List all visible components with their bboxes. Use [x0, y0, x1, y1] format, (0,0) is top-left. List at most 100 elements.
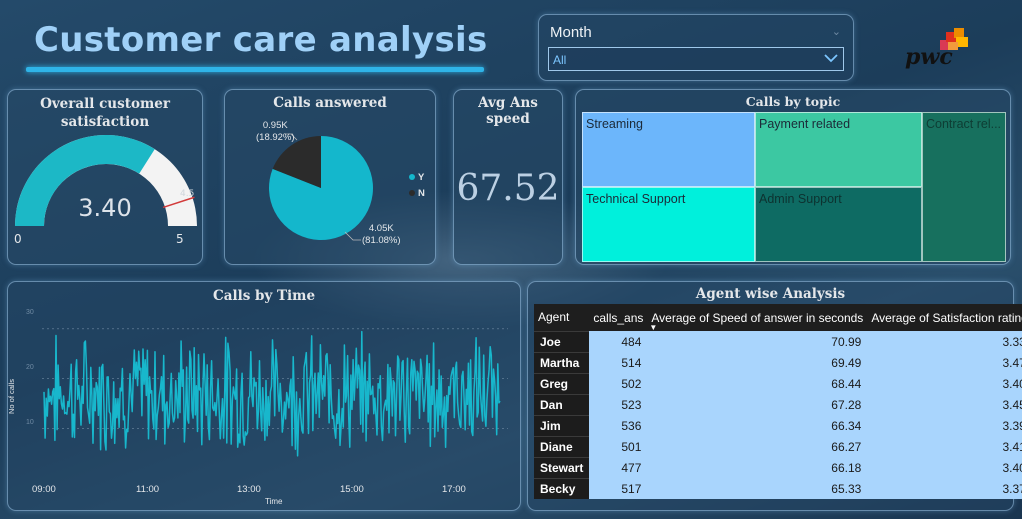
treemap-technical[interactable]: Technical Support — [582, 187, 755, 262]
calls-ans-cell: 517 — [589, 478, 648, 499]
avg-speed-card: Avg Ans speed 67.52 — [453, 89, 563, 265]
title-underline — [26, 67, 484, 72]
calls-by-topic-title: Calls by topic — [745, 94, 841, 109]
calls-ans-cell: 536 — [589, 415, 648, 436]
satisfaction-title: Overall customer satisfaction — [8, 95, 202, 131]
month-slicer[interactable]: Month ⌄ All — [538, 14, 854, 81]
pie-label-y: 4.05K (81.08%) — [362, 223, 401, 247]
agent-cell: Jim — [534, 414, 590, 436]
avg-speed-title: Avg Ans speed — [478, 95, 538, 127]
pwc-logo-text: pwc — [905, 44, 953, 70]
x-tick-2: 13:00 — [237, 484, 261, 495]
treemap-label-streaming: Streaming — [586, 117, 643, 131]
avg-satisfaction-cell: 3.45 — [867, 394, 1022, 415]
pie-label-y-value: 4.05K — [368, 223, 394, 234]
month-selected-value: All — [553, 53, 567, 67]
x-tick-4: 17:00 — [442, 484, 466, 495]
avg-speed-cell: 69.49 — [647, 352, 868, 373]
legend-dot-y — [409, 174, 415, 181]
pwc-logo: pwc — [902, 28, 974, 74]
treemap-payment[interactable]: Payment related — [755, 112, 922, 187]
avg-speed-cell: 66.34 — [647, 415, 868, 436]
calls-ans-cell: 477 — [589, 457, 648, 478]
pie-leader-y — [344, 231, 361, 241]
pie-label-y-pct: (81.08%) — [362, 235, 401, 246]
avg-satisfaction-cell: 3.37 — [867, 478, 1022, 499]
gauge-min-label: 0 — [14, 232, 22, 246]
agent-table-header: Agent calls_ans Average of Speed of answ… — [534, 304, 1022, 332]
calls-by-time-title: Calls by Time — [212, 288, 316, 304]
agent-cell: Dan — [534, 393, 590, 415]
pie-label-n-pct: (18.92%) — [256, 132, 295, 143]
calls-ans-cell: 501 — [589, 436, 648, 457]
col-avg-satisfaction[interactable]: Average of Satisfaction rating — [867, 304, 1022, 331]
pie-slice-n[interactable] — [272, 136, 321, 188]
col-calls-ans[interactable]: calls_ans — [589, 304, 648, 331]
agent-cell: Becky — [534, 477, 590, 499]
slicer-label: Month — [550, 24, 592, 41]
calls-ans-cell: 514 — [589, 352, 648, 373]
calls-ans-cell: 523 — [589, 394, 648, 415]
calls-by-time-card: Calls by Time 09:00 11:00 13:00 15:00 17… — [7, 281, 521, 511]
gauge-target-label: 4.5 — [180, 189, 195, 199]
sort-desc-icon[interactable]: ▼ — [649, 323, 658, 332]
y-tick-10: 10 — [26, 419, 34, 426]
calls-ans-cell: 484 — [589, 331, 648, 352]
col-agent[interactable]: Agent — [534, 304, 590, 331]
page-title: Customer care analysis — [34, 20, 488, 60]
legend-label-y: Y — [418, 172, 425, 183]
month-dropdown[interactable]: All — [548, 47, 844, 71]
pie-label-n-value: 0.95K — [262, 120, 288, 131]
x-tick-3: 15:00 — [340, 484, 364, 495]
treemap-label-payment: Payment related — [759, 117, 851, 131]
avg-satisfaction-cell: 3.40 — [867, 373, 1022, 394]
avg-satisfaction-cell: 3.47 — [867, 352, 1022, 373]
x-tick-1: 11:00 — [136, 484, 160, 495]
collapse-chevron-icon[interactable]: ⌄ — [831, 25, 841, 38]
agent-table-body: Joe48470.993.33Martha51469.493.47Greg502… — [534, 330, 1022, 499]
agent-cell: Joe — [534, 330, 590, 352]
pie-leader-n — [285, 133, 298, 141]
agent-cell: Greg — [534, 372, 590, 394]
col-avg-speed[interactable]: Average of Speed of answer in seconds ▼ — [647, 304, 868, 332]
treemap-admin[interactable]: Admin Support — [755, 187, 922, 262]
avg-speed-cell: 66.18 — [647, 457, 868, 478]
legend-label-n: N — [418, 188, 425, 199]
agent-cell: Diane — [534, 435, 590, 457]
calls-ans-cell: 502 — [589, 373, 648, 394]
satisfaction-title-line2: satisfaction — [60, 114, 150, 130]
calls-series-line — [43, 330, 501, 457]
treemap-contract[interactable]: Contract rel... — [922, 112, 1006, 262]
gauge-max-label: 5 — [176, 232, 184, 246]
calls-answered-pie — [269, 133, 373, 241]
agent-analysis-card: Agent wise Analysis Agent calls_ans Aver… — [527, 281, 1022, 511]
pie-label-n: 0.95K (18.92%) — [256, 120, 295, 144]
pwc-logo-mark — [940, 28, 968, 50]
agent-table: Agent calls_ans Average of Speed of answ… — [534, 304, 1022, 499]
gauge-value: 3.40 — [78, 194, 132, 222]
calls-answered-title: Calls answered — [273, 95, 387, 111]
satisfaction-card: Overall customer satisfaction 3.40 0 5 4… — [7, 89, 203, 265]
calls-answered-card: Calls answered 0.95K (18.92%) 4.05K (81.… — [224, 89, 436, 265]
avg-speed-cell: 68.44 — [647, 373, 868, 394]
legend-item-n[interactable]: N — [409, 188, 425, 199]
avg-speed-cell: 67.28 — [647, 394, 868, 415]
avg-speed-cell: 70.99 — [647, 331, 868, 352]
satisfaction-title-line1: Overall customer — [40, 96, 170, 112]
agent-cell: Stewart — [534, 456, 590, 478]
chevron-down-icon[interactable] — [823, 49, 839, 67]
calls-by-time-chart — [42, 328, 508, 457]
avg-satisfaction-cell: 3.39 — [867, 415, 1022, 436]
legend-item-y[interactable]: Y — [409, 172, 424, 183]
agent-table-wrap: Agent calls_ans Average of Speed of answ… — [534, 304, 1022, 499]
agent-analysis-title: Agent wise Analysis — [695, 286, 846, 302]
treemap-streaming[interactable]: Streaming — [582, 112, 755, 187]
